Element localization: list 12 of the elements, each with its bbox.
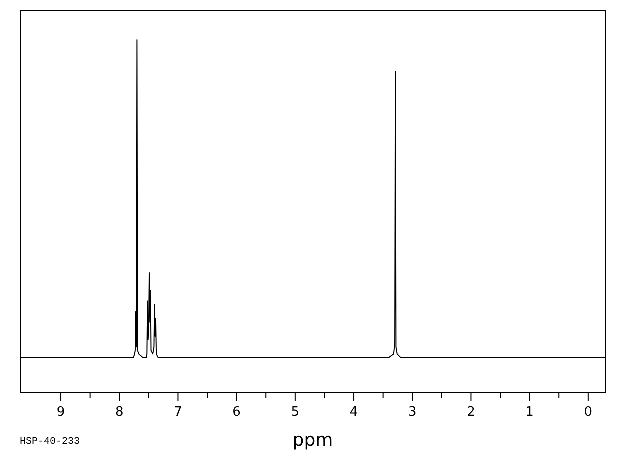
- x-tick-label: 6: [232, 405, 241, 420]
- x-tick-label: 5: [291, 405, 300, 420]
- x-tick-label: 0: [584, 405, 593, 420]
- x-tick-label: 2: [467, 405, 476, 420]
- x-tick-label: 1: [526, 405, 534, 420]
- x-tick-label: 8: [115, 405, 124, 420]
- x-tick-label: 3: [408, 405, 417, 420]
- x-tick-label: 4: [350, 405, 358, 420]
- x-tick-label: 9: [56, 405, 66, 420]
- text: HSP-40-233: [20, 437, 80, 448]
- x-tick-label: 7: [174, 405, 182, 420]
- x-axis-title: ppm: [292, 430, 334, 451]
